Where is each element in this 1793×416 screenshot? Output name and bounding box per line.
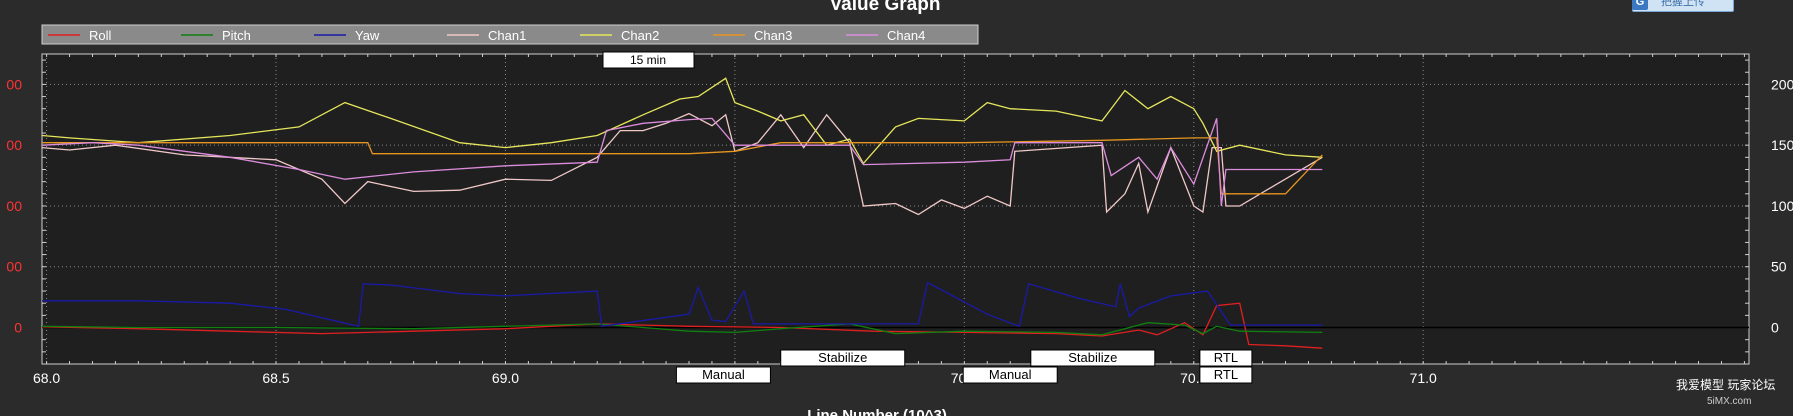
legend-label: Chan1	[488, 28, 526, 43]
mode-label: Manual	[989, 367, 1032, 382]
x-tick-label: 68.5	[262, 370, 289, 386]
y-right-tick-label: 200	[1771, 76, 1793, 92]
y-left-tick-label: 00	[6, 259, 22, 275]
chart-title: Value Graph	[829, 0, 941, 15]
legend-label: Roll	[89, 28, 112, 43]
y-right-tick-label: 50	[1771, 259, 1787, 275]
mode-label: RTL	[1214, 350, 1238, 365]
x-axis-label: Line Number (10^3)	[807, 407, 947, 416]
y-left-tick-label: 0	[14, 320, 22, 336]
mode-label: Manual	[702, 367, 745, 382]
share-logo-icon: G	[1632, 0, 1648, 10]
legend-box	[41, 24, 979, 45]
legend-label: Pitch	[222, 28, 251, 43]
watermark-text: 我爱模型 玩家论坛	[1676, 378, 1776, 392]
y-left-tick-label: 00	[6, 137, 22, 153]
timer-box	[602, 51, 695, 69]
series-line-pitch	[41, 322, 1323, 336]
mode-label: Stabilize	[818, 350, 867, 365]
mode-label-box	[780, 349, 906, 367]
legend-label: Chan3	[754, 28, 792, 43]
series-line-chan4	[41, 117, 1323, 207]
mode-label: Stabilize	[1068, 350, 1117, 365]
y-right-tick-label: 0	[1771, 320, 1779, 336]
legend-label: Chan2	[621, 28, 659, 43]
series-line-chan1	[41, 112, 1323, 216]
series-line-yaw	[42, 281, 1323, 328]
watermark-site: 5iMX.com	[1707, 396, 1752, 407]
y-left-tick-label: 00	[6, 198, 22, 214]
x-tick-label: 71.0	[1410, 370, 1437, 386]
series-line-chan2	[41, 77, 1323, 165]
mode-label-box	[1199, 349, 1253, 367]
mode-label-box	[1199, 366, 1253, 384]
legend-label: Yaw	[355, 28, 380, 43]
y-left-tick-label: 00	[6, 76, 22, 92]
series-line-roll	[41, 302, 1323, 349]
y-right-tick-label: 100	[1771, 198, 1793, 214]
mode-label-box	[962, 366, 1058, 384]
x-tick-label: 69.0	[492, 370, 519, 386]
mode-label-box	[675, 366, 771, 384]
y-right-tick-label: 150	[1771, 137, 1793, 153]
timer-label: 15 min	[630, 53, 666, 67]
legend-label: Chan4	[887, 28, 925, 43]
mode-label-box	[1030, 349, 1156, 367]
plot-area	[41, 53, 1750, 365]
x-tick-label: 68.0	[33, 370, 60, 386]
mode-label: RTL	[1214, 367, 1238, 382]
